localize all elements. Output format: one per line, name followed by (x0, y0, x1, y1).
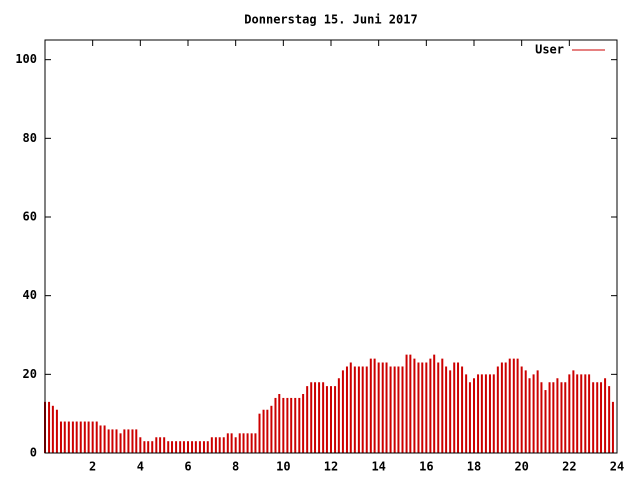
legend-label: User (535, 43, 564, 57)
y-tick-label: 0 (30, 446, 37, 460)
x-tick-label: 18 (467, 460, 481, 474)
y-tick-label: 40 (23, 288, 37, 302)
x-tick-label: 10 (276, 460, 290, 474)
x-tick-label: 22 (562, 460, 576, 474)
plot-border (44, 39, 618, 454)
x-tick-label: 2 (89, 460, 96, 474)
y-tick-label: 80 (23, 131, 37, 145)
y-tick-label: 20 (23, 367, 37, 381)
x-tick-label: 16 (419, 460, 433, 474)
x-tick-label: 6 (184, 460, 191, 474)
x-tick-label: 4 (137, 460, 144, 474)
x-tick-label: 12 (324, 460, 338, 474)
x-tick-label: 24 (610, 460, 624, 474)
x-tick-label: 14 (371, 460, 385, 474)
y-tick-label: 100 (15, 52, 37, 66)
chart-title: Donnerstag 15. Juni 2017 (244, 13, 417, 27)
x-tick-label: 20 (514, 460, 528, 474)
x-tick-label: 8 (232, 460, 239, 474)
y-tick-label: 60 (23, 210, 37, 224)
